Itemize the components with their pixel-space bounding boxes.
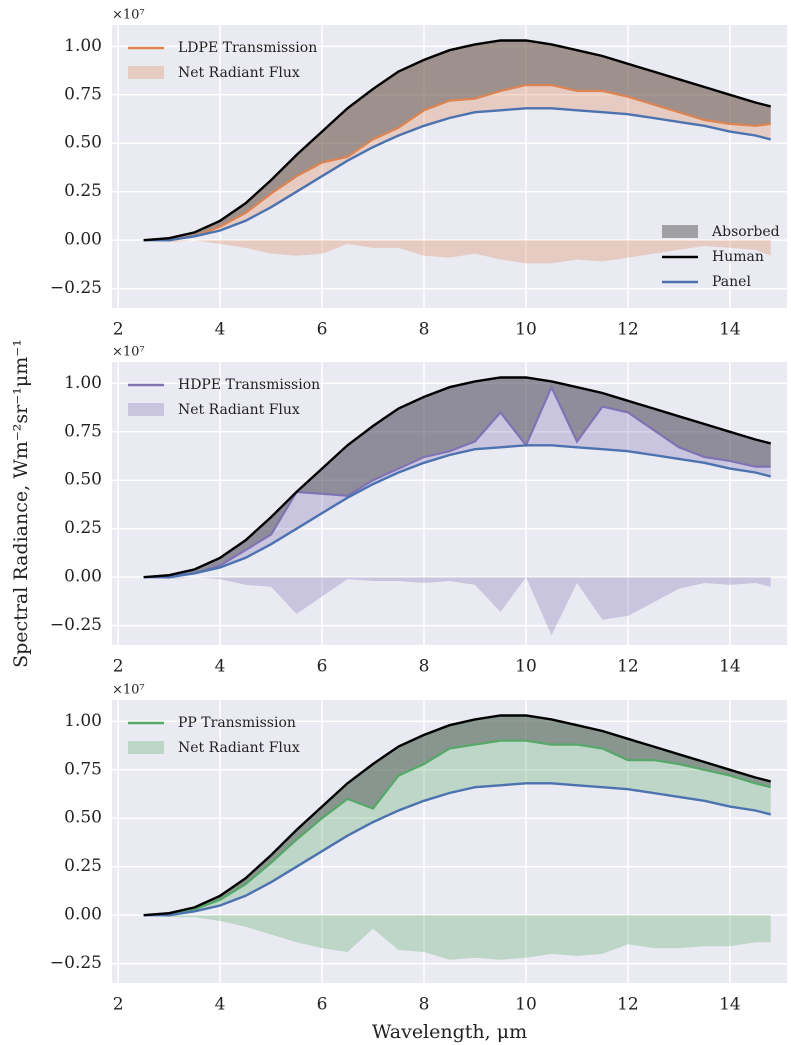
offset-label: ×10⁷ [112, 8, 145, 23]
net-flux-band [143, 377, 771, 578]
x-tick-label: 12 [617, 320, 639, 340]
legend-swatch [662, 225, 698, 238]
y-tick-label: −0.25 [50, 953, 102, 973]
x-tick-label: 8 [419, 657, 430, 677]
x-tick-label: 2 [113, 657, 124, 677]
legend-label: Human [712, 249, 764, 265]
x-tick-label: 6 [317, 320, 328, 340]
y-tick-label: 0.75 [64, 421, 102, 441]
legend-swatch [128, 66, 164, 79]
x-tick-label: 10 [515, 657, 537, 677]
y-tick-label: 0.25 [64, 518, 102, 538]
line [143, 107, 771, 242]
y-tick-label: 0.00 [64, 567, 102, 587]
line [143, 84, 771, 242]
x-tick-label: 6 [317, 995, 328, 1015]
x-tick-label: 14 [719, 320, 741, 340]
x-tick-label: 12 [617, 657, 639, 677]
y-tick-label: 1.00 [64, 36, 102, 56]
x-tick-label: 12 [617, 995, 639, 1015]
legend-label: Net Radiant Flux [178, 65, 300, 81]
line [143, 714, 771, 917]
net-flux-area [143, 915, 771, 960]
line [143, 782, 771, 917]
y-tick-label: −0.25 [50, 278, 102, 298]
legend-label: Absorbed [711, 224, 780, 240]
x-tick-label: 4 [215, 320, 226, 340]
x-tick-label: 14 [719, 657, 741, 677]
y-tick-label: 0.50 [64, 133, 102, 153]
line [143, 39, 771, 242]
y-tick-label: 0.00 [64, 230, 102, 250]
line [143, 444, 771, 579]
x-tick-label: 6 [317, 657, 328, 677]
legend-label: Panel [712, 274, 751, 290]
legend-swatch [128, 403, 164, 416]
offset-label: ×10⁷ [112, 683, 145, 698]
absorbed-area [143, 377, 771, 578]
legend-label: LDPE Transmission [178, 40, 317, 56]
y-tick-label: −0.25 [50, 615, 102, 635]
y-tick-label: 0.75 [64, 759, 102, 779]
legend-label: Net Radiant Flux [178, 740, 300, 756]
y-tick-label: 0.00 [64, 905, 102, 925]
legend-swatch [128, 741, 164, 754]
net-flux-area [143, 577, 771, 636]
legend-label: HDPE Transmission [178, 377, 320, 393]
x-tick-label: 8 [419, 320, 430, 340]
y-tick-label: 0.25 [64, 181, 102, 201]
y-tick-label: 1.00 [64, 373, 102, 393]
x-tick-label: 14 [719, 995, 741, 1015]
line [143, 384, 771, 579]
line [143, 739, 771, 917]
x-axis-label: Wavelength, μm [372, 1021, 527, 1043]
offset-label: ×10⁷ [112, 345, 145, 360]
x-tick-label: 4 [215, 995, 226, 1015]
y-axis-label: Spectral Radiance, Wm⁻²sr⁻¹μm⁻¹ [10, 339, 32, 668]
x-tick-label: 10 [515, 320, 537, 340]
y-tick-label: 0.75 [64, 84, 102, 104]
x-tick-label: 4 [215, 657, 226, 677]
y-tick-label: 1.00 [64, 711, 102, 731]
y-tick-label: 0.50 [64, 808, 102, 828]
x-tick-label: 2 [113, 995, 124, 1015]
net-flux-band [143, 715, 771, 916]
net-flux-area [143, 240, 771, 264]
line [143, 376, 771, 579]
x-tick-label: 8 [419, 995, 430, 1015]
x-tick-label: 2 [113, 320, 124, 340]
legend-label: PP Transmission [178, 715, 296, 731]
legend-label: Net Radiant Flux [178, 402, 300, 418]
y-tick-label: 0.50 [64, 470, 102, 490]
y-tick-label: 0.25 [64, 856, 102, 876]
x-tick-label: 10 [515, 995, 537, 1015]
absorbed-area [143, 40, 771, 241]
